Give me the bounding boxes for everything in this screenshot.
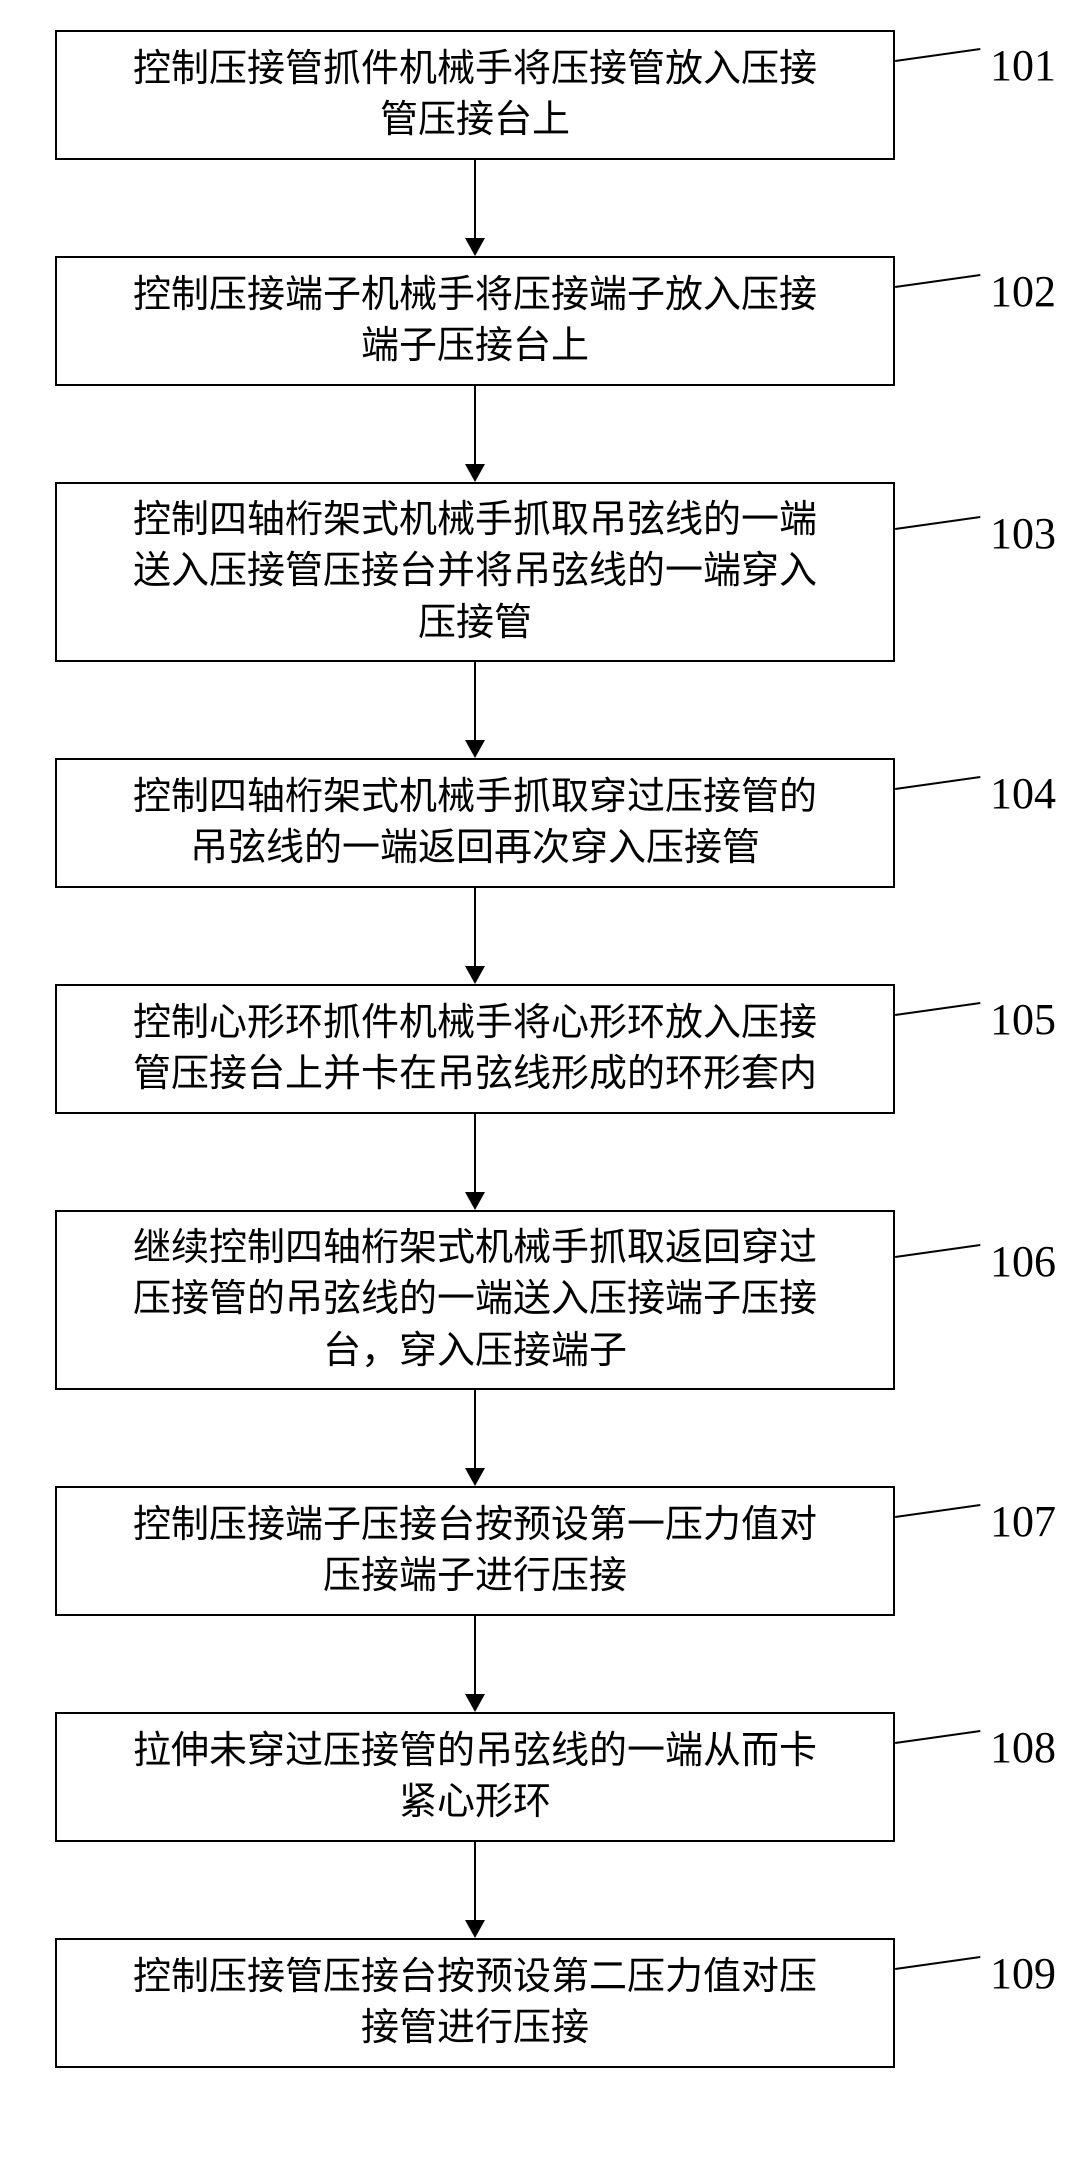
arrow-line [474,1390,476,1468]
arrow-head-icon [465,740,485,758]
arrow-line [474,888,476,966]
step-box-105: 控制心形环抓件机械手将心形环放入压接 管压接台上并卡在吊弦线形成的环形套内 [55,984,895,1114]
step-text: 拉伸未穿过压接管的吊弦线的一端从而卡 紧心形环 [133,1726,817,1829]
step-text: 控制压接端子机械手将压接端子放入压接 端子压接台上 [133,270,817,373]
leader-line [895,274,980,288]
step-number-label: 106 [990,1236,1056,1287]
arrow-line [474,662,476,740]
arrow-head-icon [465,1694,485,1712]
arrow-head-icon [465,966,485,984]
arrow-head-icon [465,464,485,482]
step-text: 控制四轴桁架式机械手抓取穿过压接管的 吊弦线的一端返回再次穿入压接管 [133,772,817,875]
step-text: 继续控制四轴桁架式机械手抓取返回穿过 压接管的吊弦线的一端送入压接端子压接 台，… [133,1223,817,1377]
step-number-label: 101 [990,40,1056,91]
step-number-label: 103 [990,508,1056,559]
leader-line [895,1002,980,1016]
leader-line [895,48,980,62]
arrow-line [474,160,476,238]
arrow-line [474,1842,476,1920]
step-number-label: 105 [990,994,1056,1045]
step-number-label: 109 [990,1948,1056,1999]
step-box-107: 控制压接端子压接台按预设第一压力值对 压接端子进行压接 [55,1486,895,1616]
arrow-line [474,386,476,464]
step-number-label: 104 [990,768,1056,819]
step-box-109: 控制压接管压接台按预设第二压力值对压 接管进行压接 [55,1938,895,2068]
step-text: 控制心形环抓件机械手将心形环放入压接 管压接台上并卡在吊弦线形成的环形套内 [133,998,817,1101]
step-box-103: 控制四轴桁架式机械手抓取吊弦线的一端 送入压接管压接台并将吊弦线的一端穿入 压接… [55,482,895,662]
step-text: 控制压接端子压接台按预设第一压力值对 压接端子进行压接 [133,1500,817,1603]
step-text: 控制四轴桁架式机械手抓取吊弦线的一端 送入压接管压接台并将吊弦线的一端穿入 压接… [133,495,817,649]
leader-line [895,1244,980,1258]
arrow-head-icon [465,1192,485,1210]
leader-line [895,516,980,530]
step-text: 控制压接管抓件机械手将压接管放入压接 管压接台上 [133,44,817,147]
step-text: 控制压接管压接台按预设第二压力值对压 接管进行压接 [133,1952,817,2055]
arrow-head-icon [465,238,485,256]
leader-line [895,1504,980,1518]
step-number-label: 108 [990,1722,1056,1773]
step-box-108: 拉伸未穿过压接管的吊弦线的一端从而卡 紧心形环 [55,1712,895,1842]
arrow-line [474,1114,476,1192]
flowchart-canvas: 控制压接管抓件机械手将压接管放入压接 管压接台上 101 控制压接端子机械手将压接端… [0,0,1086,2175]
step-box-106: 继续控制四轴桁架式机械手抓取返回穿过 压接管的吊弦线的一端送入压接端子压接 台，… [55,1210,895,1390]
leader-line [895,1730,980,1744]
step-number-label: 107 [990,1496,1056,1547]
step-box-102: 控制压接端子机械手将压接端子放入压接 端子压接台上 [55,256,895,386]
arrow-head-icon [465,1920,485,1938]
step-box-101: 控制压接管抓件机械手将压接管放入压接 管压接台上 [55,30,895,160]
leader-line [895,776,980,790]
arrow-line [474,1616,476,1694]
arrow-head-icon [465,1468,485,1486]
step-box-104: 控制四轴桁架式机械手抓取穿过压接管的 吊弦线的一端返回再次穿入压接管 [55,758,895,888]
leader-line [895,1956,980,1970]
step-number-label: 102 [990,266,1056,317]
